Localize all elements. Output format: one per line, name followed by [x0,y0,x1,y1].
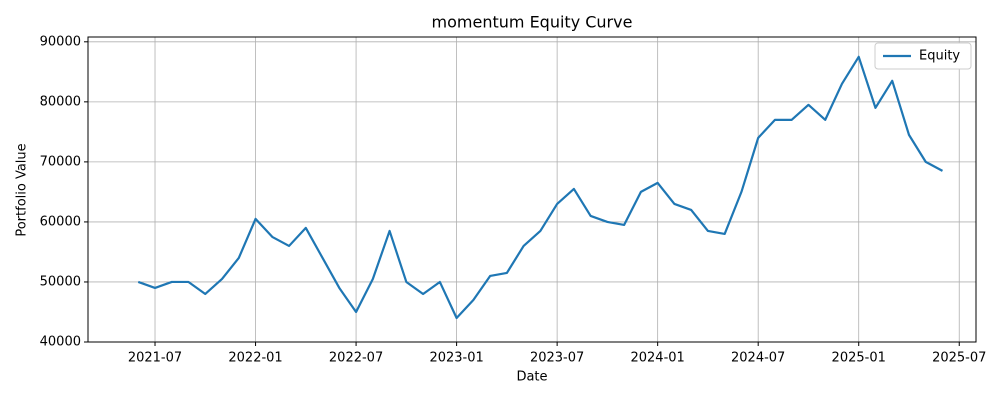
x-tick-label: 2023-01 [429,351,483,366]
x-tick-label: 2025-01 [832,351,886,366]
y-tick-label: 50000 [40,274,81,289]
plot-frame [87,36,977,343]
y-tick-label: 70000 [40,154,81,169]
x-tick-label: 2022-01 [228,351,282,366]
x-tick-label: 2022-07 [329,351,383,366]
legend-box [874,42,972,70]
y-tick-label: 40000 [40,335,81,350]
y-tick-label: 60000 [40,214,81,229]
x-tick-label: 2024-07 [731,351,785,366]
x-tick-label: 2024-01 [630,351,684,366]
x-tick-label: 2021-07 [128,351,182,366]
x-tick-label: 2023-07 [530,351,584,366]
chart-title: momentum Equity Curve [432,13,633,32]
x-axis-label: Date [516,370,547,385]
legend-label: Equity [919,49,960,64]
y-tick-label: 90000 [40,34,81,49]
x-tick-label: 2025-07 [932,351,986,366]
y-tick-label: 80000 [40,94,81,109]
equity-line [137,55,944,320]
y-axis-label: Portfolio Value [15,143,30,236]
